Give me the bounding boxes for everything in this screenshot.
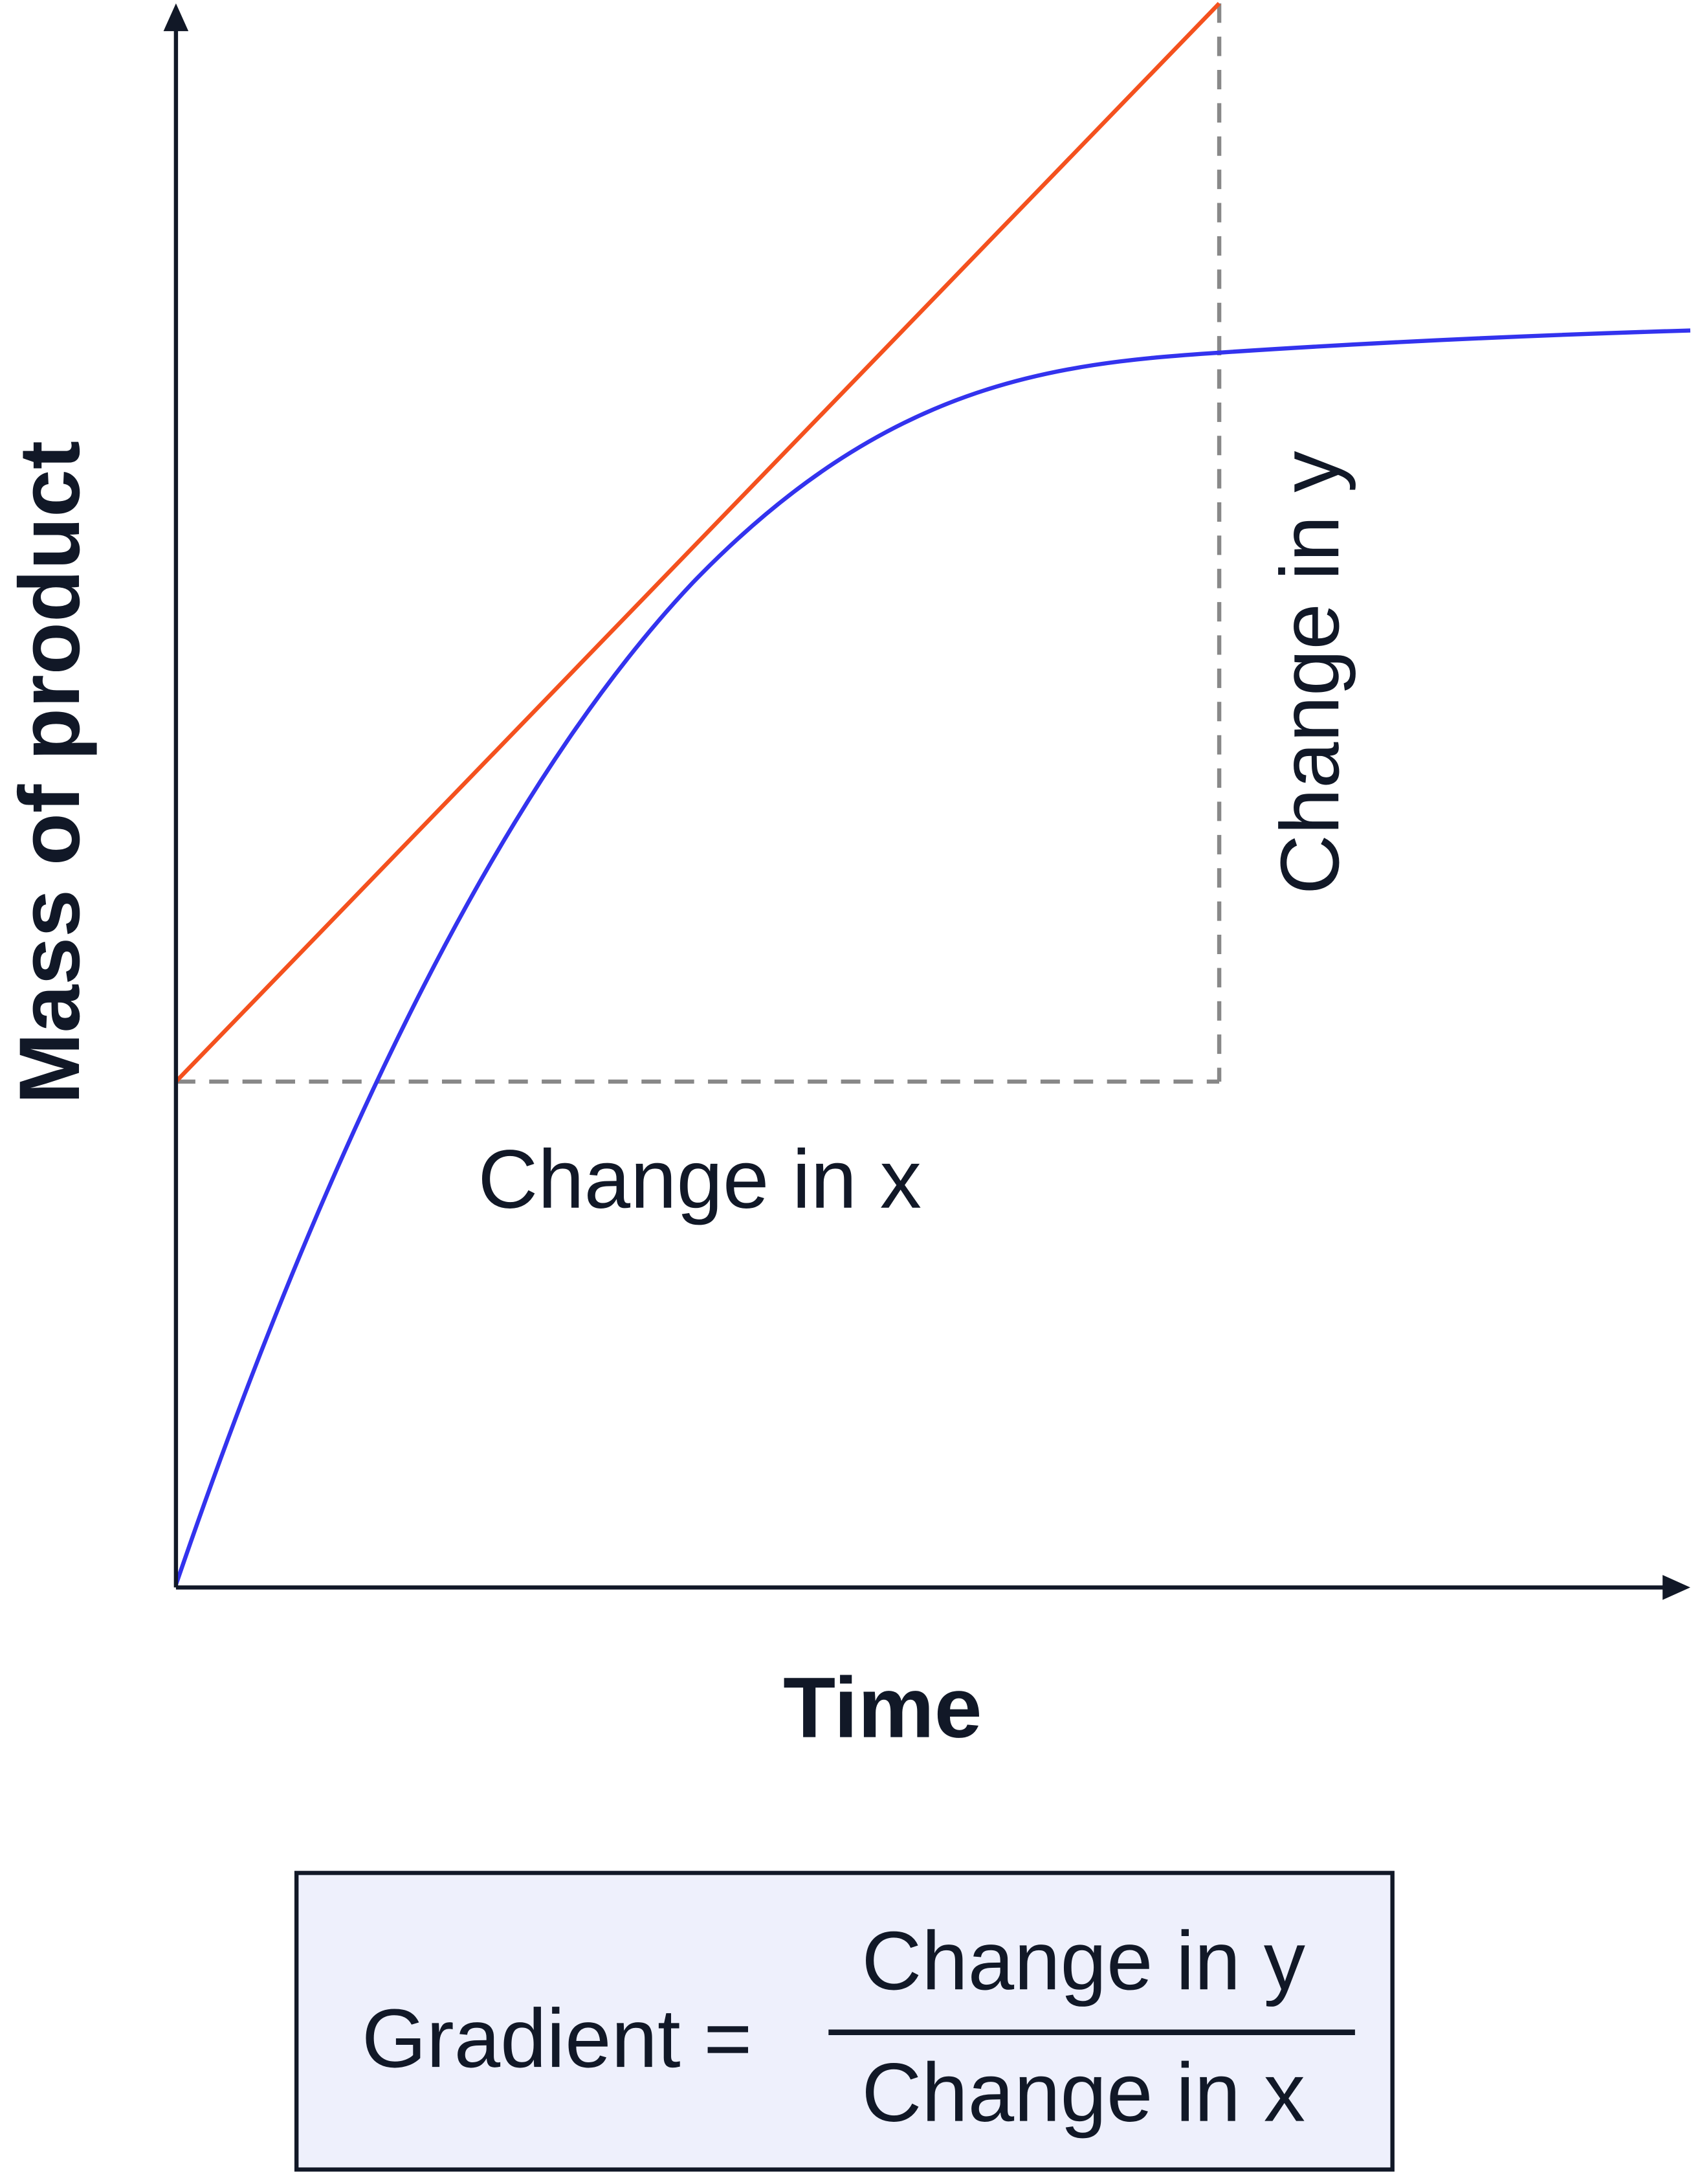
curve	[173, 328, 1691, 1586]
x-axis-label: Time	[783, 1660, 982, 1756]
y-arrow	[163, 3, 189, 32]
tangent-line	[174, 2, 1221, 1084]
formula-denominator: Change in x	[862, 2047, 1305, 2139]
formula-numerator: Change in y	[862, 1915, 1305, 2007]
formula-lhs: Gradient =	[362, 1992, 752, 2085]
x-arrow	[1662, 1575, 1691, 1600]
change-x-label: Change in x	[478, 1133, 921, 1226]
formula-box	[294, 1871, 1395, 2172]
change-y-label: Change in y	[1264, 451, 1356, 895]
y-axis-label: Mass of product	[2, 441, 98, 1104]
